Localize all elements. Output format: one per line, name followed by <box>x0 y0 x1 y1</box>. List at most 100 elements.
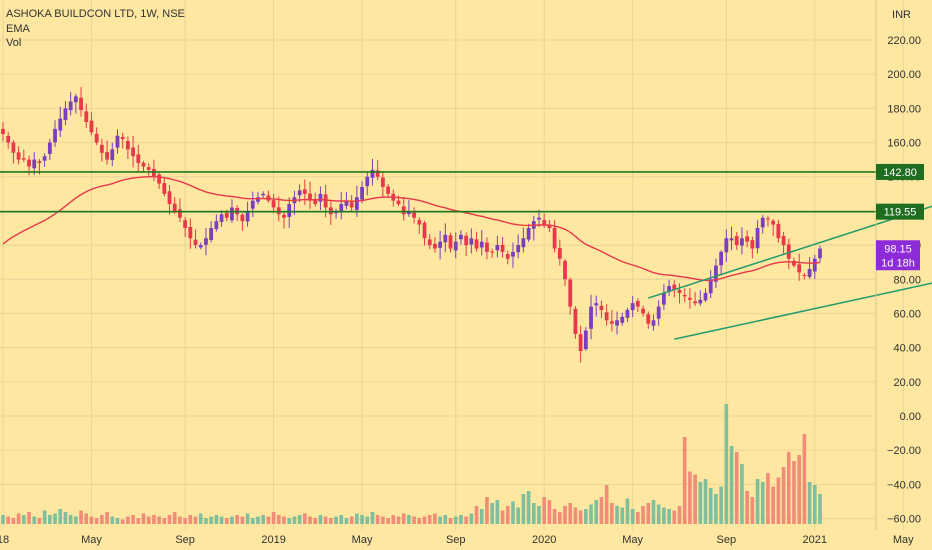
candle-body <box>714 265 718 282</box>
candle-body <box>99 144 104 153</box>
volume-bar <box>547 500 552 524</box>
candle-body <box>172 203 177 211</box>
candle-body <box>745 236 750 242</box>
candle-body <box>276 207 281 215</box>
volume-bar <box>745 491 749 524</box>
volume-bar <box>209 516 213 524</box>
volume-bar <box>105 512 109 524</box>
volume-bar <box>152 515 156 524</box>
volume-bar <box>27 512 31 524</box>
y-tick-label: 0.00 <box>900 411 921 423</box>
candle-body <box>521 238 526 248</box>
candle-body <box>349 202 354 208</box>
x-tick-label: May <box>622 534 643 546</box>
volume-bar <box>167 515 172 524</box>
volume-bar <box>68 515 73 524</box>
x-tick-label: Sep <box>717 534 737 546</box>
candle-body <box>380 177 385 187</box>
volume-bar <box>198 513 203 524</box>
y-tick-label: 80.00 <box>893 274 921 286</box>
candle-body <box>589 306 593 329</box>
volume-bar <box>734 452 739 524</box>
candle-body <box>537 217 541 220</box>
x-tick-label: Sep <box>175 534 195 546</box>
candle-body <box>354 197 359 210</box>
volume-bar <box>604 485 609 524</box>
x-tick-label: May <box>81 534 102 546</box>
currency-label: INR <box>892 9 911 21</box>
volume-bar <box>141 513 146 524</box>
candle-body <box>635 300 640 307</box>
volume-bar <box>204 518 208 524</box>
volume-bar <box>308 516 312 524</box>
volume-bar <box>479 509 484 524</box>
volume-bar <box>662 507 666 524</box>
candle-body <box>417 220 422 225</box>
volume-bar <box>339 515 344 524</box>
volume-bar <box>1 515 5 524</box>
volume-bar <box>303 513 307 524</box>
volume-bar <box>464 516 468 524</box>
volume-bar <box>594 500 599 524</box>
candle-body <box>661 292 666 305</box>
candle-body <box>375 170 380 177</box>
candle-body <box>755 228 760 249</box>
candle-body <box>490 251 495 253</box>
x-tick-label: 18 <box>0 534 9 546</box>
candle-body <box>672 284 677 290</box>
volume-bar <box>250 518 255 524</box>
candle-body <box>615 320 619 326</box>
candle-body <box>599 305 604 311</box>
candle-body <box>734 236 739 246</box>
volume-bar <box>178 516 182 524</box>
candle-body <box>797 264 802 273</box>
volume-bar <box>266 516 271 524</box>
candle-body <box>282 214 286 218</box>
volume-bar <box>469 513 474 524</box>
candle-body <box>406 210 411 215</box>
volume-bar <box>344 518 349 524</box>
ema-indicator-label[interactable]: EMA <box>6 23 30 35</box>
candle-body <box>58 118 63 131</box>
volume-bar <box>349 516 354 524</box>
volume-bar <box>282 516 286 524</box>
candle-body <box>120 136 125 140</box>
volume-bar <box>48 515 52 524</box>
volume-bar <box>812 485 817 524</box>
candle-body <box>214 221 219 230</box>
volume-bar <box>688 471 692 524</box>
candle-body <box>141 162 146 167</box>
candle-body <box>802 274 807 276</box>
volume-bar <box>667 509 671 524</box>
candle-body <box>459 234 463 240</box>
volume-bar <box>636 512 640 524</box>
candle-body <box>573 308 578 334</box>
volume-bar <box>240 516 245 524</box>
volume-bar <box>63 512 68 524</box>
volume-bar <box>485 497 489 524</box>
volume-bar <box>490 503 494 524</box>
x-tick-label: 2019 <box>261 534 285 546</box>
volume-bar <box>552 509 557 524</box>
volume-bar <box>656 504 661 524</box>
volume-bar <box>729 446 734 524</box>
volume-bar <box>89 516 94 524</box>
candle-body <box>21 158 26 160</box>
candle-body <box>412 211 417 218</box>
candle-body <box>620 316 625 323</box>
volume-bar <box>256 516 260 524</box>
candle-body <box>594 303 599 306</box>
volume-bar <box>521 494 526 524</box>
volume-bar <box>412 516 416 524</box>
last-price-tag <box>876 240 920 271</box>
candle-body <box>318 193 323 202</box>
volume-indicator-label[interactable]: Vol <box>6 37 22 49</box>
volume-bar <box>365 516 370 524</box>
candle-body <box>422 222 427 239</box>
candle-body <box>167 191 172 205</box>
candle-body <box>667 286 671 292</box>
candle-body <box>703 292 708 301</box>
volume-bar <box>677 506 682 524</box>
